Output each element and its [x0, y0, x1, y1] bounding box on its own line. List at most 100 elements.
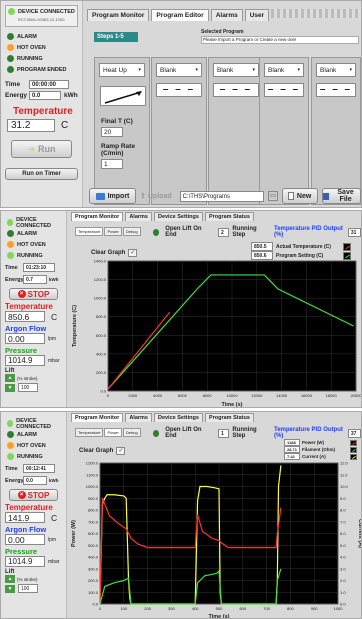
status-sidebar: DEVICE CONNECTED RCT-BW1-02363-12-1200 A… — [1, 1, 83, 207]
status-sidebar: DEVICE CONNECTED ALARM HOT OVEN RUNNING Tim… — [1, 412, 67, 618]
open-lift-label: Open Lift On End — [165, 427, 202, 439]
upload-button[interactable]: ⇧ Upload — [140, 192, 176, 201]
power-chart: 0.0 100.0 200.0 300.0 400.0 500.0 600.0 700.0 80… — [71, 461, 361, 618]
x-tick-label: 4000 — [153, 393, 163, 398]
filament-swatch-icon[interactable] — [350, 446, 357, 453]
ramp-rate-input[interactable]: 1 — [101, 159, 123, 169]
run-button[interactable]: ➔ Run — [11, 140, 72, 158]
tab-alarms[interactable]: Alarms — [210, 9, 243, 21]
status-led-icon — [7, 219, 14, 226]
temperature-value: 141.9 — [5, 512, 45, 523]
lift-down-button[interactable]: ▼ — [5, 383, 15, 392]
step-5-empty: – – – — [316, 83, 356, 97]
step-2-type-select[interactable]: Blank ▾ — [156, 63, 202, 77]
series-line — [99, 498, 282, 605]
subtab-debug[interactable]: Debug — [122, 428, 141, 437]
tab-program-status[interactable]: Program Status — [204, 413, 254, 422]
power-readout: 1188 — [284, 439, 300, 446]
x-tick-label: 700 — [263, 606, 270, 611]
status-led-icon — [7, 431, 14, 438]
subtab-power[interactable]: Power — [104, 428, 122, 437]
actual-temp-swatch-icon[interactable] — [343, 242, 351, 251]
step-5-type-select[interactable]: Blank ▾ — [316, 63, 356, 77]
status-led-icon — [7, 55, 14, 62]
power-swatch-icon[interactable] — [350, 439, 357, 446]
step-3-type-select[interactable]: Blank ▾ — [213, 63, 259, 77]
lift-down-button[interactable]: ▼ — [5, 584, 15, 593]
tab-program-status[interactable]: Program Status — [204, 212, 254, 221]
tab-alarms[interactable]: Alarms — [125, 212, 152, 221]
new-file-icon — [287, 192, 294, 200]
browse-folder-icon[interactable]: ▭ — [268, 191, 278, 201]
chevron-down-icon: ▾ — [297, 67, 300, 73]
open-lift-led[interactable] — [153, 228, 160, 236]
stop-x-icon: × — [17, 290, 26, 298]
open-lift-led[interactable] — [153, 429, 160, 437]
subtab-power[interactable]: Power — [104, 227, 122, 236]
stop-button[interactable]: × STOP — [9, 288, 58, 300]
x-tick-label: 10000 — [226, 393, 238, 398]
x-tick-label: 500 — [216, 606, 223, 611]
device-connected-led — [8, 8, 15, 15]
folder-icon — [95, 192, 105, 200]
subtab-debug[interactable]: Debug — [122, 227, 141, 236]
lift-up-button[interactable]: ▲ — [5, 575, 15, 583]
status-label: ALARM — [17, 230, 37, 237]
x-tick-label: 6000 — [178, 393, 188, 398]
tab-alarms[interactable]: Alarms — [125, 413, 152, 422]
status-led-icon — [7, 44, 14, 51]
save-icon — [322, 192, 330, 200]
y2-tick-label: 8.0 — [340, 508, 346, 513]
tab-user[interactable]: User — [244, 9, 270, 21]
status-label: DEVICE CONNECTED — [16, 417, 51, 430]
stop-label: STOP — [27, 490, 50, 500]
step-1-type-select[interactable]: Heat Up ▾ — [99, 63, 145, 77]
new-button[interactable]: New — [281, 188, 318, 204]
energy-unit: kWh — [64, 92, 78, 99]
step-4-type-select[interactable]: Blank ▾ — [264, 63, 304, 77]
tab-device-settings[interactable]: Device Settings — [153, 413, 203, 422]
x-tick-label: 400 — [192, 606, 199, 611]
tab-device-settings[interactable]: Device Settings — [153, 212, 203, 221]
subtab-temperature[interactable]: Temperature — [75, 428, 104, 437]
y-axis-label: Temperature (C) — [72, 305, 78, 347]
clear-graph-checkbox[interactable]: ✓ — [116, 447, 126, 455]
stop-x-icon: × — [17, 491, 26, 499]
save-file-button[interactable]: Save File — [321, 188, 361, 204]
y-tick-label: 600.0 — [88, 531, 99, 536]
clear-graph-checkbox[interactable]: ✓ — [128, 249, 138, 257]
temperature-value: 31.2 — [7, 119, 55, 132]
step-3-type-label: Blank — [217, 66, 234, 74]
subtab-temperature[interactable]: Temperature — [75, 227, 104, 236]
tab-program-monitor[interactable]: Program Monitor — [71, 413, 124, 422]
status-label: HOT OVEN — [17, 241, 46, 248]
program-editor-screen: DEVICE CONNECTED RCT-BW1-02363-12-1200 A… — [0, 0, 362, 208]
stop-button[interactable]: × STOP — [9, 489, 58, 501]
import-button[interactable]: Import — [89, 188, 136, 204]
ramp-up-icon — [100, 86, 146, 106]
current-swatch-icon[interactable] — [350, 453, 357, 460]
actual-temp-legend: Actual Temperature (C) — [276, 243, 331, 250]
x-tick-label: 18000 — [326, 393, 338, 398]
step-2-empty: – – – — [156, 83, 202, 97]
run-on-timer-button[interactable]: Run on Timer — [5, 168, 78, 180]
status-row: PROGRAM ENDED — [1, 64, 82, 75]
final-temp-input[interactable]: 20 — [101, 127, 123, 137]
tab-program-monitor[interactable]: Program Monitor — [87, 9, 150, 21]
program-setting-swatch-icon[interactable] — [343, 251, 351, 260]
lift-value[interactable]: 100 — [18, 383, 38, 392]
y2-tick-label: 12.0 — [340, 461, 349, 466]
tab-program-editor[interactable]: Program Editor — [151, 9, 209, 21]
x-tick-label: 0 — [99, 606, 102, 611]
running-step-value: 2 — [218, 227, 230, 237]
y2-tick-label: 11.0 — [340, 472, 348, 477]
y-tick-label: 1200.0 — [94, 277, 107, 282]
y2-tick-label: 0.0 — [340, 602, 346, 607]
time-value: 00:00:00 — [29, 80, 69, 89]
file-path-field[interactable]: C:\THS\Programs — [179, 190, 265, 202]
y2-tick-label: 7.0 — [340, 519, 346, 524]
lift-value[interactable]: 100 — [18, 584, 38, 593]
tab-program-monitor[interactable]: Program Monitor — [71, 212, 124, 221]
lift-up-button[interactable]: ▲ — [5, 374, 15, 382]
open-lift-label: Open Lift On End — [165, 226, 202, 238]
